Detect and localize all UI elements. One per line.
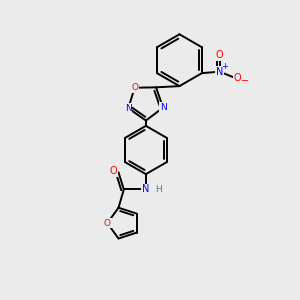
Text: O: O [104,219,111,228]
Text: H: H [155,185,161,194]
Text: O: O [216,50,224,60]
Text: N: N [142,184,150,194]
Text: N: N [125,104,132,113]
Text: O: O [233,73,241,83]
Text: O: O [131,83,138,92]
Text: +: + [221,62,228,71]
Text: −: − [242,76,250,86]
Text: N: N [216,67,223,77]
Text: N: N [160,103,167,112]
Text: O: O [110,166,117,176]
